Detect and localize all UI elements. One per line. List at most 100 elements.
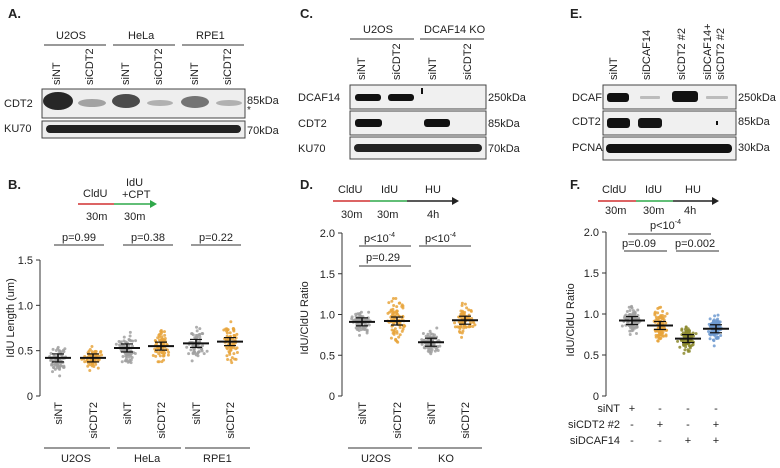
row-label-ku70: KU70 [298, 143, 326, 155]
data-point [664, 321, 668, 325]
panel-c: C. U2OS DCAF14 KO siNT siCDT2 siNT siCDT… [298, 6, 527, 160]
panel-b-label: B. [8, 177, 21, 192]
data-point [94, 362, 98, 366]
data-point [235, 346, 239, 350]
data-point [712, 333, 716, 337]
data-point [428, 329, 432, 333]
lane-label: siDCAF14 [641, 30, 653, 80]
data-point [58, 374, 62, 378]
data-point [676, 339, 680, 343]
condition-label: siNT [597, 403, 620, 415]
band [388, 94, 414, 101]
pvalue: p<10-4 [650, 219, 681, 232]
data-point [127, 360, 131, 364]
data-point [628, 332, 632, 336]
data-point [157, 352, 161, 356]
scheme-label: IdU [126, 177, 143, 189]
y-tick-label: 1.5 [18, 255, 33, 267]
data-point [367, 323, 371, 327]
data-point [435, 326, 439, 330]
scheme-time: 30m [124, 211, 145, 223]
data-point [235, 332, 239, 336]
group-label: KO [438, 453, 454, 465]
data-point [114, 342, 118, 346]
data-point [367, 310, 371, 314]
data-point [57, 349, 61, 353]
data-point [460, 304, 464, 308]
condition-sign: + [713, 419, 719, 431]
x-tick-label: siCDT2 [460, 402, 472, 439]
group-label: RPE1 [203, 453, 232, 465]
data-point [460, 311, 464, 315]
data-point [89, 354, 93, 358]
y-axis-label: IdU Length (um) [5, 278, 17, 357]
data-point [198, 335, 202, 339]
data-point [194, 333, 198, 337]
data-point [432, 333, 436, 337]
row-label-cdt2: CDT2 [572, 116, 601, 128]
data-point [627, 305, 631, 309]
data-point [195, 329, 199, 333]
data-point [162, 358, 166, 362]
x-tick-label: siNT [426, 402, 438, 425]
condition-sign: - [658, 435, 662, 447]
panel-e-label: E. [570, 6, 582, 21]
data-point [654, 329, 658, 333]
scheme-label: IdU [381, 184, 398, 196]
data-point [158, 354, 162, 358]
scheme-time: 30m [605, 205, 626, 217]
arrowhead [150, 200, 157, 208]
scheme-label: CldU [83, 188, 108, 200]
plot-f: 0 0.5 1.0 1.5 2.0 [584, 227, 729, 403]
data-point [395, 331, 399, 335]
data-point [366, 318, 370, 322]
data-point [625, 309, 629, 313]
pvalue: p=0.29 [366, 252, 400, 264]
data-point [716, 313, 720, 317]
condition-sign: - [686, 419, 690, 431]
lane-label: siNT [51, 62, 63, 85]
group-label: U2OS [61, 453, 91, 465]
data-point [53, 363, 57, 367]
data-point [190, 359, 194, 363]
y-axis-label: IdU/CldU Ratio [299, 281, 311, 354]
data-point [222, 328, 226, 332]
data-point [684, 325, 688, 329]
data-point [400, 317, 404, 321]
data-point [134, 339, 138, 343]
data-point [124, 357, 128, 361]
data-point [684, 330, 688, 334]
y-tick-label: 2.0 [584, 227, 599, 239]
data-point [660, 334, 664, 338]
data-point [398, 333, 402, 337]
data-point [226, 358, 230, 362]
condition-table: siNT + - - -siCDT2 #2- + - +siDCAF14- - + + [568, 403, 719, 447]
band [424, 119, 450, 127]
data-point [683, 342, 687, 346]
data-point [96, 366, 100, 370]
data-point [682, 351, 686, 355]
asterisk: * [247, 105, 251, 116]
data-point [49, 352, 53, 356]
x-tick-label: siCDT2 [392, 402, 404, 439]
data-point [365, 331, 369, 335]
data-point [187, 352, 191, 356]
data-point [357, 312, 361, 316]
data-point [656, 339, 660, 343]
data-point [682, 334, 686, 338]
data-point [127, 344, 131, 348]
data-point [200, 332, 204, 336]
data-point [163, 351, 167, 355]
band [638, 118, 662, 128]
data-point [225, 354, 229, 358]
group-label-hela: HeLa [128, 30, 155, 42]
scheme-label: HU [685, 184, 701, 196]
panel-d: D. CldU IdU HU 30m 30m 4h IdU/CldU Ratio… [299, 177, 482, 465]
data-point [708, 337, 712, 341]
data-point [663, 314, 667, 318]
data-point [620, 324, 624, 328]
data-point [386, 311, 390, 315]
data-point [634, 331, 638, 335]
mw-85kda: 85kDa [247, 95, 280, 107]
